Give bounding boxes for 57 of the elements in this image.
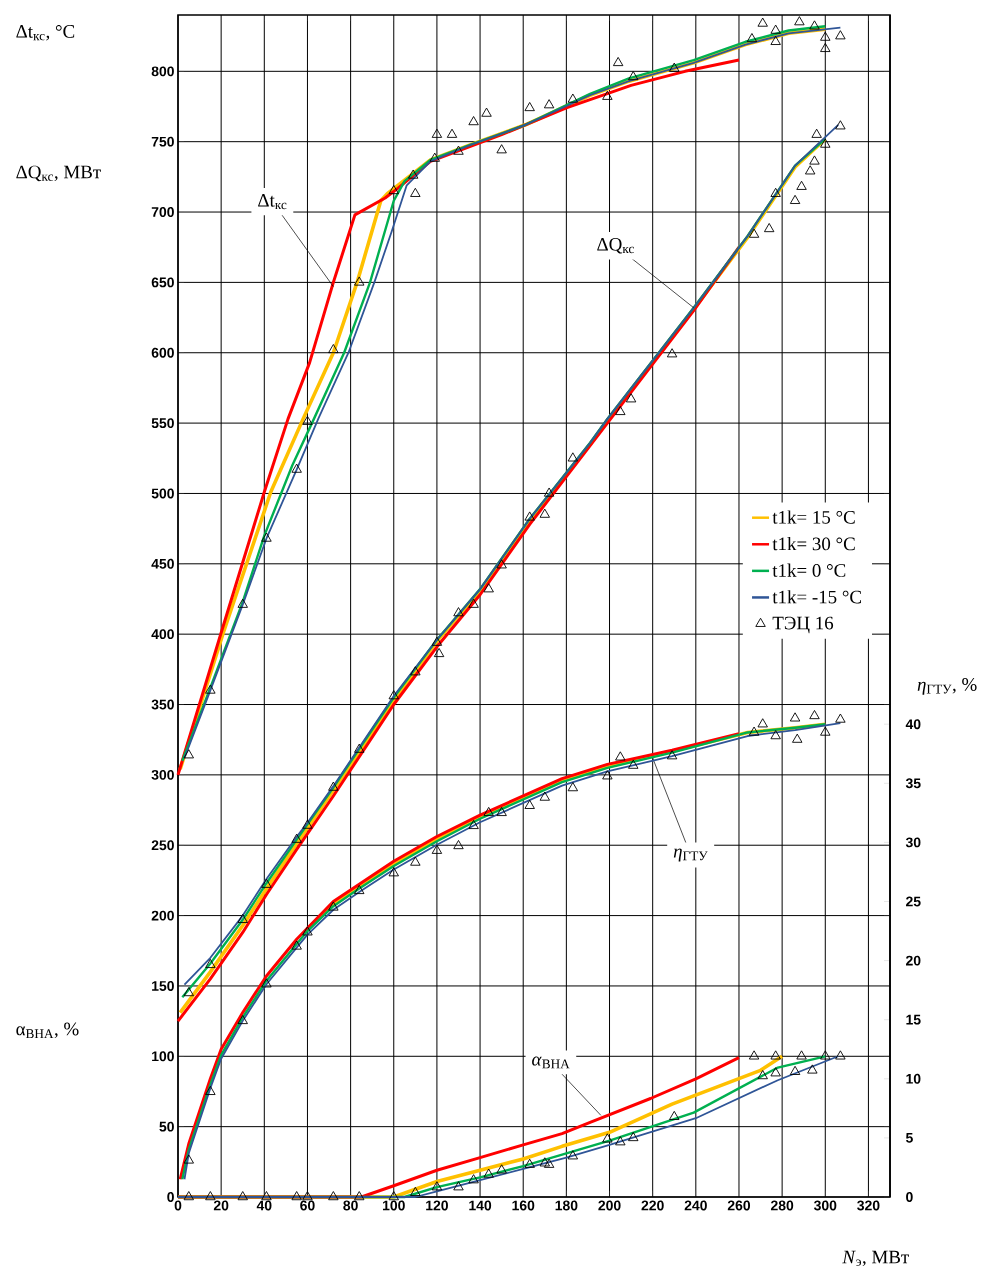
y2-tick-label: 5	[905, 1133, 913, 1143]
y-tick-label: 450	[151, 558, 174, 569]
x-tick-label: 200	[598, 1200, 621, 1211]
x-tick-label: 280	[770, 1200, 794, 1211]
y-tick-label: 350	[151, 699, 174, 710]
y2-tick-label: 35	[905, 778, 921, 789]
y-tick-label: 0	[167, 1192, 174, 1202]
y-tick-label: 750	[151, 136, 174, 147]
text: ΔQ$_{кс}$, МВт	[16, 165, 101, 182]
legend-label: ТЭЦ 16	[772, 616, 834, 634]
y-tick-label: 600	[151, 347, 174, 358]
annotation: ΔQ$_{кс}$	[597, 237, 634, 254]
x-tick-label: 300	[813, 1200, 837, 1211]
y2-tick-label: 40	[905, 719, 921, 730]
y-tick-label: 300	[151, 769, 174, 780]
x-tick-label: 160	[512, 1200, 535, 1211]
annotation: η$_{ГТУ}$	[673, 848, 708, 862]
y2-tick-label: 30	[905, 837, 921, 848]
y-tick-label: 250	[151, 840, 174, 851]
x-tick-label: 0	[174, 1200, 182, 1211]
y2-tick-label: 25	[906, 896, 921, 907]
legend-label: t1k= -15 °C	[772, 590, 862, 604]
legend-label: t1k= 15 °C	[772, 510, 855, 524]
x-tick-label: 140	[469, 1200, 492, 1211]
annotation: Δt$_{кс}$	[258, 194, 287, 210]
y2-tick-label: 20	[906, 955, 921, 966]
x-tick-label: 60	[300, 1200, 315, 1211]
y2-tick-label: 15	[906, 1014, 921, 1025]
y-tick-label: 100	[152, 1051, 174, 1062]
y-tick-label: 800	[151, 66, 174, 77]
x-tick-label: 120	[426, 1200, 448, 1211]
y-axis-title: Δt$_{кс}$, °C	[16, 25, 75, 41]
y2-tick-label: 0	[906, 1192, 913, 1202]
x-tick-label: 100	[383, 1200, 405, 1211]
x-tick-label: 320	[857, 1200, 880, 1211]
x-axis-title: N$_{э}$, МВт	[842, 1250, 909, 1267]
y-tick-label: 650	[151, 277, 174, 288]
x-tick-label: 240	[684, 1200, 707, 1211]
x-tick-label: 260	[727, 1200, 751, 1211]
legend-label: t1k= 0 °C	[772, 563, 846, 577]
x-tick-label: 180	[555, 1200, 578, 1211]
y-tick-label: 150	[152, 980, 174, 991]
legend-label: t1k= 30 °C	[772, 536, 855, 551]
y2-tick-label: 10	[906, 1073, 921, 1084]
y-tick-label: 50	[159, 1121, 174, 1132]
y-tick-label: 200	[151, 910, 174, 921]
y-tick-label: 400	[151, 629, 174, 640]
y-tick-label: 500	[151, 488, 174, 499]
x-tick-label: 40	[256, 1200, 272, 1211]
y-tick-label: 700	[151, 207, 174, 217]
y2-axis-title: η$_{ГТУ}$, %	[917, 678, 977, 695]
annotation: α$_{ВНА}$	[532, 1056, 570, 1069]
x-tick-label: 220	[641, 1200, 664, 1211]
x-tick-label: 80	[343, 1200, 358, 1211]
text: α$_{ВНА}$, %	[16, 1022, 79, 1039]
y-tick-label: 550	[151, 418, 174, 429]
x-tick-label: 20	[213, 1200, 229, 1211]
